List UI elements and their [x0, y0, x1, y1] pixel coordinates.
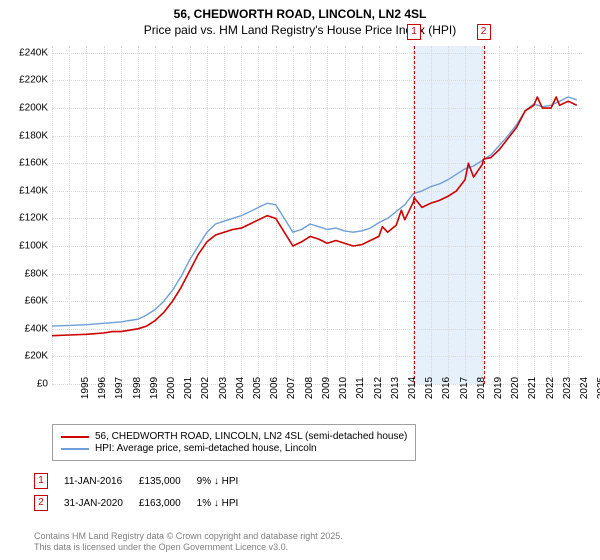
- y-axis-label: £40K: [25, 323, 48, 334]
- event-date: 31-JAN-2020: [64, 492, 139, 514]
- event-marker: 1: [407, 24, 421, 40]
- y-axis-label: £120K: [19, 213, 48, 224]
- event-delta: 1% ↓ HPI: [197, 492, 255, 514]
- legend-swatch: [61, 436, 89, 438]
- event-price: £135,000: [139, 470, 197, 492]
- x-axis-label: 2025: [568, 377, 600, 399]
- y-axis-label: £160K: [19, 158, 48, 169]
- line-svg: [52, 46, 582, 384]
- event-row: 1 11-JAN-2016£135,0009% ↓ HPI: [34, 470, 254, 492]
- footer: Contains HM Land Registry data © Crown c…: [34, 531, 343, 554]
- y-axis-label: £100K: [19, 241, 48, 252]
- event-vline: [484, 46, 485, 384]
- series-price_paid: [52, 97, 577, 336]
- event-marker: 2: [477, 24, 491, 40]
- event-delta: 9% ↓ HPI: [197, 470, 255, 492]
- y-axis-label: £0: [37, 379, 48, 390]
- plot-region: 12: [52, 46, 582, 384]
- legend-label: HPI: Average price, semi-detached house,…: [95, 443, 317, 454]
- legend-row: 56, CHEDWORTH ROAD, LINCOLN, LN2 4SL (se…: [61, 431, 407, 442]
- chart-area: 12 £0£20K£40K£60K£80K£100K£120K£140K£160…: [52, 46, 582, 384]
- event-row: 2 31-JAN-2020£163,0001% ↓ HPI: [34, 492, 254, 514]
- y-axis-label: £80K: [25, 268, 48, 279]
- y-axis-label: £20K: [25, 351, 48, 362]
- event-vline: [414, 46, 415, 384]
- legend-row: HPI: Average price, semi-detached house,…: [61, 443, 407, 454]
- y-axis-label: £140K: [19, 185, 48, 196]
- legend: 56, CHEDWORTH ROAD, LINCOLN, LN2 4SL (se…: [52, 424, 416, 461]
- y-axis-label: £200K: [19, 103, 48, 114]
- event-marker-inline: 1: [34, 473, 48, 489]
- legend-label: 56, CHEDWORTH ROAD, LINCOLN, LN2 4SL (se…: [95, 431, 407, 442]
- footer-line: Contains HM Land Registry data © Crown c…: [34, 531, 343, 543]
- title-subtitle: Price paid vs. HM Land Registry's House …: [0, 22, 600, 38]
- y-axis-label: £220K: [19, 75, 48, 86]
- series-hpi: [52, 97, 577, 326]
- event-price: £163,000: [139, 492, 197, 514]
- chart-container: 56, CHEDWORTH ROAD, LINCOLN, LN2 4SL Pri…: [0, 0, 600, 560]
- footer-line: This data is licensed under the Open Gov…: [34, 542, 343, 554]
- event-date: 11-JAN-2016: [64, 470, 139, 492]
- legend-swatch: [61, 448, 89, 450]
- y-axis-label: £180K: [19, 130, 48, 141]
- y-axis-label: £60K: [25, 296, 48, 307]
- event-marker-inline: 2: [34, 495, 48, 511]
- title-block: 56, CHEDWORTH ROAD, LINCOLN, LN2 4SL Pri…: [0, 0, 600, 38]
- y-axis-label: £240K: [19, 47, 48, 58]
- events-table: 1 11-JAN-2016£135,0009% ↓ HPI 2 31-JAN-2020…: [34, 470, 254, 514]
- title-address: 56, CHEDWORTH ROAD, LINCOLN, LN2 4SL: [0, 6, 600, 22]
